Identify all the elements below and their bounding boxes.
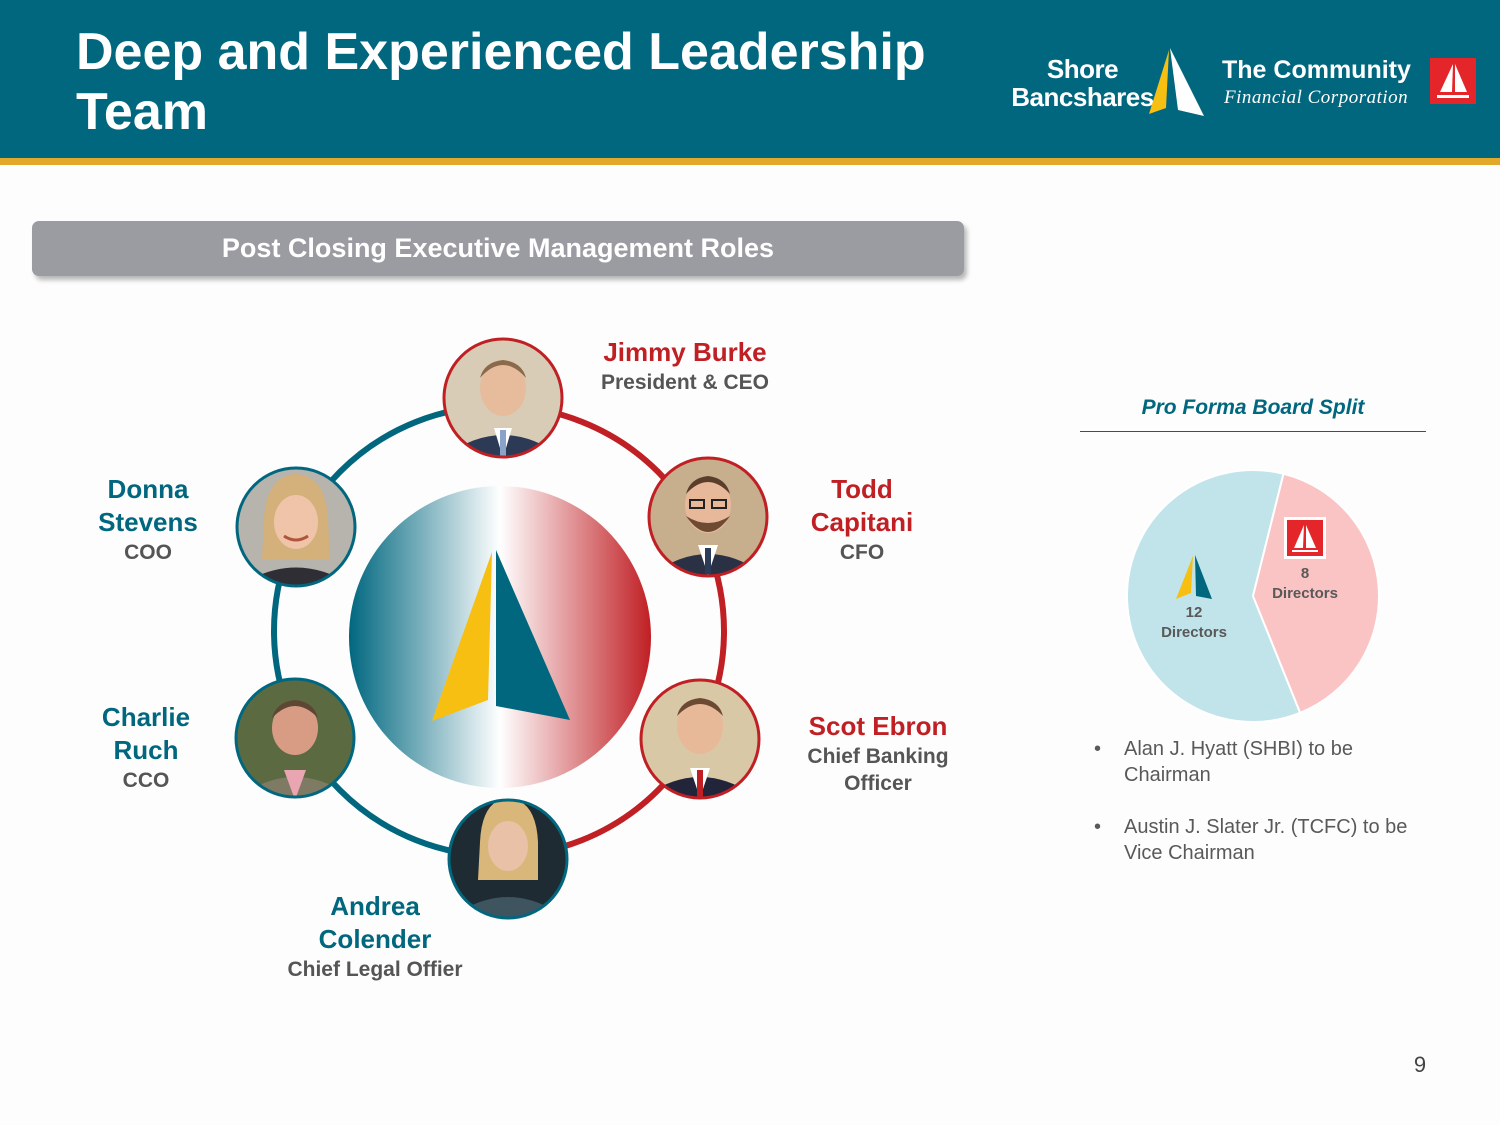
leadership-diagram (234, 337, 769, 920)
shore-logo-text: Shore Bancshares (1000, 55, 1165, 111)
exec-label-todd-capitani: Todd Capitani CFO (772, 473, 952, 566)
exec-name-line1: Andrea (330, 891, 420, 921)
exec-role-line1: Chief Banking (807, 745, 949, 768)
pie-slice-shore (1126, 469, 1302, 723)
board-notes-list: Alan J. Hyatt (SHBI) to be Chairman Aust… (1094, 736, 1434, 892)
exec-label-andrea-colender: Andrea Colender Chief Legal Offier (255, 890, 495, 983)
pie-sail-icon (1176, 555, 1212, 599)
exec-name-line1: Todd (831, 474, 893, 504)
exec-role: Chief Legal Offier (287, 958, 463, 981)
tcfc-sail-icon (1430, 58, 1476, 104)
board-note: Alan J. Hyatt (SHBI) to be Chairman (1094, 736, 1434, 788)
board-note: Austin J. Slater Jr. (TCFC) to be Vice C… (1094, 814, 1434, 866)
pie-label-tcfc: 8 Directors (1256, 564, 1354, 604)
exec-name-line2: Capitani (810, 507, 914, 537)
exec-name-line2: Stevens (98, 507, 198, 537)
exec-name: Scot Ebron (808, 711, 948, 741)
exec-name-line1: Charlie (101, 702, 191, 732)
charlie-ruch-photo (234, 677, 356, 799)
scot-ebron-photo (639, 678, 761, 800)
page-title: Deep and Experienced Leadership Team (76, 23, 926, 141)
exec-role: CFO (839, 541, 885, 564)
pie-label-tcfc-text: Directors (1272, 585, 1338, 602)
exec-name-line1: Donna (107, 474, 189, 504)
header-accent-stripe (0, 158, 1500, 165)
exec-role-line2: Officer (844, 772, 912, 795)
ring-right-arc (498, 403, 727, 859)
tcfc-logo-name: The Community (1222, 56, 1411, 84)
exec-label-scot-ebron: Scot Ebron Chief Banking Officer (778, 710, 978, 797)
pie-label-shore-text: Directors (1161, 624, 1227, 641)
pie-label-shore: 12 Directors (1145, 603, 1243, 643)
shore-logo-line2: Bancshares (1011, 82, 1154, 112)
page-number: 9 (1413, 1052, 1427, 1077)
exec-role: COO (124, 541, 172, 564)
header-banner: Deep and Experienced Leadership Team Sho… (0, 0, 1500, 158)
sail-icon (1149, 48, 1204, 116)
exec-name-line2: Colender (318, 924, 432, 954)
exec-name-line2: Ruch (113, 735, 179, 765)
exec-label-charlie-ruch: Charlie Ruch CCO (66, 701, 226, 794)
section-title-bar: Post Closing Executive Management Roles (32, 221, 964, 276)
exec-label-donna-stevens: Donna Stevens COO (68, 473, 228, 566)
exec-role: CCO (122, 769, 170, 792)
ring-left-arc (271, 403, 500, 859)
tcfc-logo-subtitle: Financial Corporation (1224, 87, 1409, 108)
jimmy-burke-photo (442, 337, 564, 459)
board-split-pie-chart (1126, 469, 1380, 723)
shore-bancshares-logo: Shore Bancshares (1000, 48, 1210, 122)
donna-stevens-photo (235, 466, 357, 588)
tcfc-logo: The Community Financial Corporation (1220, 56, 1490, 116)
board-title-rule (1080, 431, 1426, 432)
exec-role: President & CEO (600, 371, 770, 394)
todd-capitani-photo (647, 456, 769, 578)
pie-tcfc-icon (1284, 517, 1326, 559)
pie-label-tcfc-count: 8 (1300, 565, 1310, 582)
center-sail-icon (432, 550, 570, 721)
board-split-title: Pro Forma Board Split (1141, 396, 1365, 419)
exec-name: Jimmy Burke (603, 337, 767, 367)
shore-logo-line1: Shore (1046, 54, 1119, 84)
pie-label-shore-count: 12 (1185, 604, 1203, 621)
exec-label-jimmy-burke: Jimmy Burke President & CEO (575, 336, 795, 396)
